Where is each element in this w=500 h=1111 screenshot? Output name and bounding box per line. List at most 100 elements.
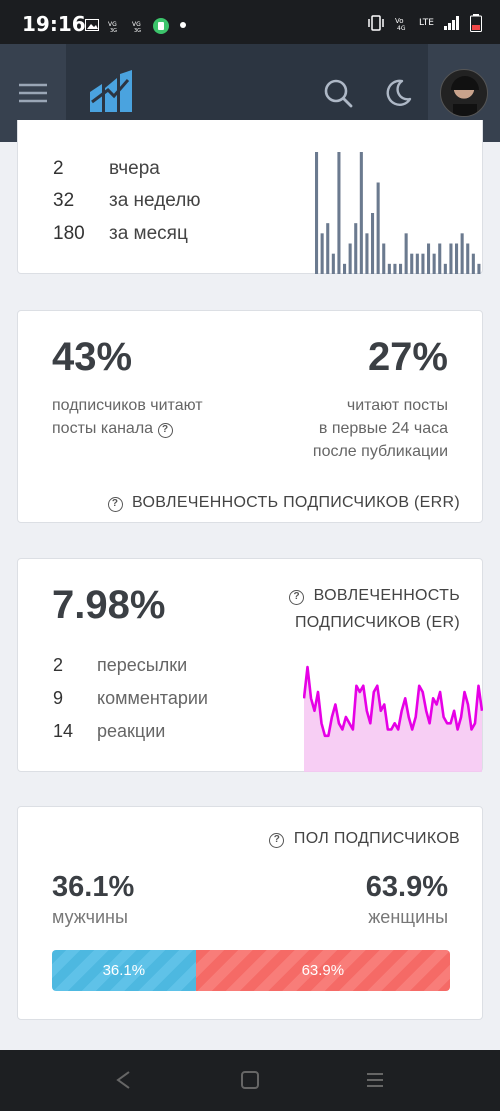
svg-text:4G: 4G <box>397 25 406 30</box>
male-label: мужчины <box>52 907 128 927</box>
chart-bar <box>337 152 341 274</box>
stat-label: за месяц <box>109 223 188 244</box>
chart-bar <box>354 223 358 274</box>
desc-line: подписчиков читают <box>52 397 203 414</box>
chart-bar <box>399 263 403 274</box>
stat-row-reactions: 14 реакции <box>53 721 165 742</box>
er-card: 7.98% ? ВОВЛЕЧЕННОСТЬ ПОДПИСЧИКОВ (ER) 2… <box>17 558 483 772</box>
app-logo[interactable] <box>88 70 134 112</box>
stat-row-week: 32 за неделю <box>53 190 201 212</box>
status-time: 19:16 <box>22 12 86 36</box>
search-button[interactable] <box>322 77 354 109</box>
err-card: 43% подписчиков читают посты канала ? 27… <box>17 310 483 523</box>
gallery-icon <box>85 19 99 31</box>
er-caption: ? ВОВЛЕЧЕННОСТЬ ПОДПИСЧИКОВ (ER) <box>289 582 460 636</box>
svg-text:3G: 3G <box>110 28 117 32</box>
chart-bar <box>443 263 447 274</box>
chart-bar <box>410 253 414 274</box>
chart-bar <box>477 263 481 274</box>
chart-bar <box>404 233 408 274</box>
caption-text: ВОВЛЕЧЕННОСТЬ <box>313 587 460 604</box>
chart-bar <box>471 253 475 274</box>
chart-bar <box>466 243 470 274</box>
chart-bar <box>460 233 464 274</box>
er-area-chart <box>303 665 483 772</box>
chart-area-fill <box>304 667 482 772</box>
chart-bar <box>427 243 431 274</box>
help-icon[interactable]: ? <box>107 497 123 512</box>
gender-caption: ? ПОЛ ПОДПИСЧИКОВ <box>269 830 460 848</box>
err-read-percent: 43% <box>52 335 133 379</box>
home-icon[interactable] <box>241 1071 259 1089</box>
desc-line: посты канала <box>52 420 154 437</box>
stat-row-month: 180 за месяц <box>53 223 188 245</box>
err-read-description: подписчиков читают посты канала ? <box>52 394 203 440</box>
signal-icon <box>444 16 459 30</box>
network-type: LTE <box>419 17 434 28</box>
desc-line: после публикации <box>312 443 448 460</box>
male-percent: 36.1% <box>52 871 135 903</box>
err-24h-description: читают посты в первые 24 часа после публ… <box>313 394 448 463</box>
chart-bar <box>432 253 436 274</box>
status-bar: 19:16 VG 3G VG 3G Vo 4G LTE <box>0 0 500 44</box>
stat-label: за неделю <box>109 190 201 211</box>
avatar <box>440 69 488 117</box>
chart-bar <box>348 243 352 274</box>
help-icon[interactable]: ? <box>289 590 305 605</box>
chart-bar <box>455 243 459 274</box>
caption-text: ПОДПИСЧИКОВ (ER) <box>294 614 460 631</box>
chart-bar <box>387 263 391 274</box>
chart-line <box>303 665 483 738</box>
chart-bar <box>415 253 419 274</box>
search-icon <box>324 79 353 108</box>
chart-bar <box>449 243 453 274</box>
stat-row-forwards: 2 пересылки <box>53 655 187 676</box>
stat-row-comments: 9 комментарии <box>53 688 208 709</box>
stat-label: пересылки <box>97 655 188 675</box>
moon-icon <box>386 79 412 106</box>
app-notification-icon <box>153 18 169 34</box>
help-icon[interactable]: ? <box>269 833 285 848</box>
chart-bar <box>421 253 425 274</box>
hamburger-icon <box>19 83 47 103</box>
stat-value: 32 <box>53 190 75 211</box>
stat-label: реакции <box>97 721 166 741</box>
desc-line: в первые 24 часа <box>318 420 448 437</box>
stat-value: 14 <box>53 721 74 741</box>
svg-text:3G: 3G <box>134 28 141 32</box>
stat-value: 180 <box>53 223 85 244</box>
theme-toggle-button[interactable] <box>382 77 414 109</box>
svg-text:Vo: Vo <box>395 17 404 25</box>
chart-bar <box>376 182 380 274</box>
chart-bar <box>371 213 375 274</box>
chart-bar <box>393 263 397 274</box>
help-icon[interactable]: ? <box>157 423 173 438</box>
stat-value: 9 <box>53 688 64 708</box>
system-nav-bar <box>0 1050 500 1111</box>
chart-bar <box>382 243 386 274</box>
caption-text: ВОВЛЕЧЕННОСТЬ ПОДПИСЧИКОВ (ERR) <box>132 494 460 511</box>
recents-icon[interactable] <box>366 1072 384 1088</box>
chart-bar <box>326 223 330 274</box>
chart-bar <box>365 233 369 274</box>
stat-row-yesterday: 2 вчера <box>53 158 160 180</box>
battery-icon <box>470 14 482 32</box>
chart-bar <box>331 253 335 274</box>
stat-value: 2 <box>53 158 64 179</box>
views-bar-chart <box>315 152 481 274</box>
vibrate-icon <box>368 15 384 31</box>
dot-icon <box>180 22 186 28</box>
gender-bar: 36.1% 63.9% <box>52 950 450 991</box>
stat-label: вчера <box>109 158 160 179</box>
gender-card: ? ПОЛ ПОДПИСЧИКОВ 36.1% мужчины 63.9% же… <box>17 806 483 1020</box>
chart-bar <box>359 152 363 274</box>
stat-value: 2 <box>53 655 64 675</box>
svg-text:VG: VG <box>132 21 141 28</box>
svg-text:VG: VG <box>108 21 117 28</box>
gender-bar-female: 63.9% <box>195 950 450 991</box>
desc-line: читают посты <box>346 397 448 414</box>
back-icon[interactable] <box>114 1070 134 1090</box>
